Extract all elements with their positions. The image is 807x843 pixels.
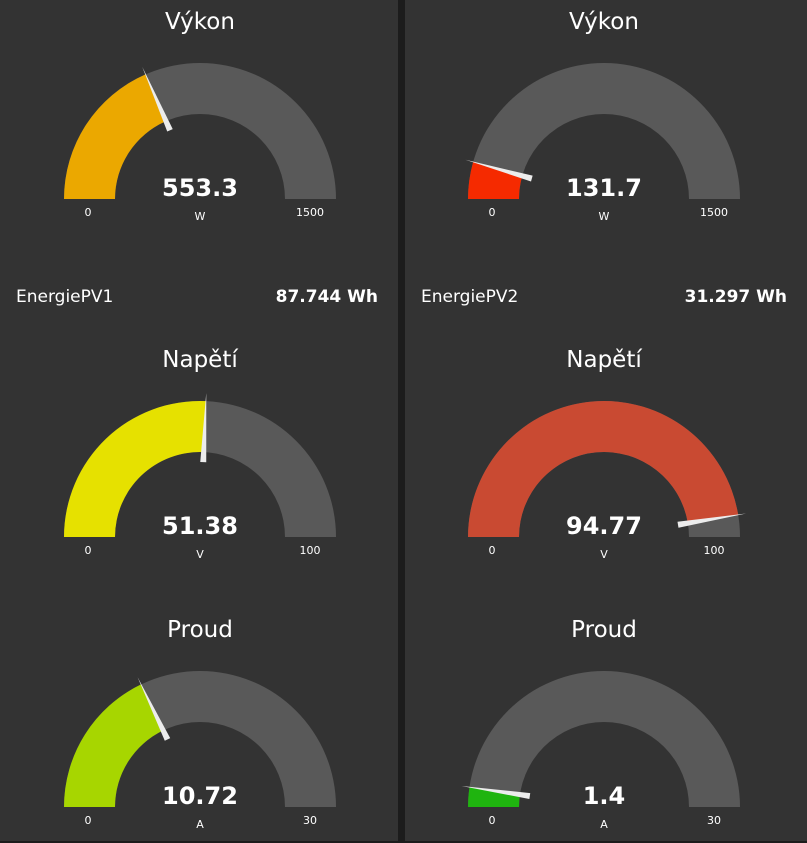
energy-value: 31.297 Wh — [684, 287, 787, 307]
gauge-napeti: Napětí 94.77 V 0 100 — [468, 347, 747, 561]
gauge-title: Výkon — [165, 9, 235, 35]
gauge-title: Napětí — [566, 347, 642, 373]
gauge-track — [468, 671, 740, 807]
gauge-min-label: 0 — [489, 544, 496, 557]
panel-divider — [398, 0, 405, 841]
gauge-track — [468, 63, 740, 199]
gauge-max-label: 1500 — [296, 206, 324, 219]
energy-label: EnergiePV2 — [421, 287, 519, 307]
gauge-title: Proud — [167, 617, 233, 643]
gauge-value: 553.3 — [162, 174, 238, 202]
gauge-proud: Proud 10.72 A 0 30 — [64, 617, 336, 831]
gauge-title: Napětí — [162, 347, 238, 373]
gauge-vykon: Výkon 131.7 W 0 1500 — [465, 9, 740, 223]
gauge-min-label: 0 — [489, 814, 496, 827]
gauge-value-arc — [468, 400, 739, 537]
gauge-vykon: Výkon 553.3 W 0 1500 — [64, 9, 336, 223]
gauge-value: 131.7 — [566, 174, 642, 202]
gauge-value-arc — [468, 161, 523, 199]
gauge-napeti: Napětí 51.38 V 0 100 — [64, 347, 336, 561]
dashboard-panel-pv2: Výkon 131.7 W 0 1500 Napětí 94.77 V 0 100 Proud 1.4… — [405, 0, 807, 841]
gauge-min-label: 0 — [489, 206, 496, 219]
gauge-max-label: 30 — [303, 814, 317, 827]
gauge-unit: A — [196, 818, 204, 831]
gauge-value-arc — [64, 74, 166, 199]
gauge-unit: V — [600, 548, 608, 561]
energy-label: EnergiePV1 — [16, 287, 114, 307]
energy-value: 87.744 Wh — [275, 287, 378, 307]
gauge-value-arc — [64, 401, 206, 537]
gauge-needle — [137, 677, 171, 741]
gauge-needle — [200, 393, 207, 463]
gauge-value: 94.77 — [566, 512, 642, 540]
gauge-max-label: 30 — [707, 814, 721, 827]
gauge-max-label: 1500 — [700, 206, 728, 219]
energy-row: EnergiePV1 87.744 Wh — [16, 282, 378, 312]
gauge-unit: W — [195, 210, 206, 223]
gauge-proud: Proud 1.4 A 0 30 — [461, 617, 740, 831]
gauge-min-label: 0 — [85, 544, 92, 557]
gauge-value-arc — [468, 787, 520, 807]
gauge-needle — [677, 513, 747, 528]
gauge-max-label: 100 — [704, 544, 725, 557]
gauge-min-label: 0 — [85, 814, 92, 827]
gauge-value: 51.38 — [162, 512, 238, 540]
dashboard-panel-pv1: Výkon 553.3 W 0 1500 Napětí 51.38 V 0 100 Proud 10.… — [0, 0, 398, 841]
gauge-title: Výkon — [569, 9, 639, 35]
gauge-unit: A — [600, 818, 608, 831]
gauge-min-label: 0 — [85, 206, 92, 219]
gauge-title: Proud — [571, 617, 637, 643]
energy-row: EnergiePV2 31.297 Wh — [421, 282, 787, 312]
gauge-max-label: 100 — [300, 544, 321, 557]
gauge-needle — [142, 67, 173, 132]
gauge-value: 1.4 — [583, 782, 626, 810]
gauge-needle — [465, 159, 533, 182]
gauge-value: 10.72 — [162, 782, 238, 810]
gauge-needle — [461, 785, 531, 800]
gauge-unit: W — [599, 210, 610, 223]
gauge-unit: V — [196, 548, 204, 561]
gauge-value-arc — [64, 684, 164, 807]
